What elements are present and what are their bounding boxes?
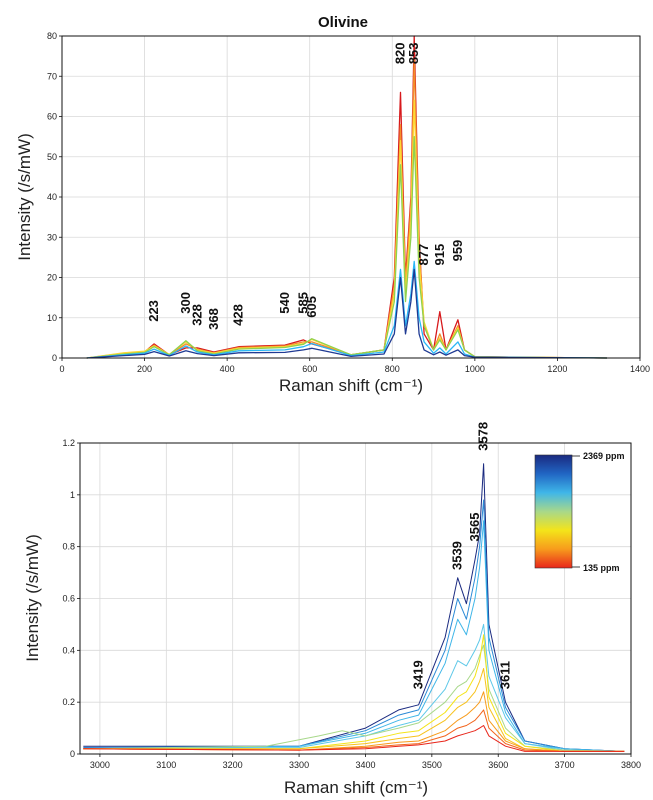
axis-ticks: 0 200 400 600 800 1000 1200 1400 0 10 20 30 40 50 60 70… — [47, 31, 650, 374]
spectrum-series-line — [86, 268, 608, 359]
y-tick-label: 0.2 — [62, 697, 75, 707]
axis-ticks: 3000 3100 3200 3300 3400 3500 3600 3700 3800 0 0.2… — [62, 438, 641, 770]
spectrum-series-line — [83, 644, 625, 752]
peak-label: 368 — [206, 308, 221, 330]
y-tick-label: 0.6 — [62, 594, 75, 604]
peak-label: 959 — [450, 240, 465, 262]
y-tick-label: 50 — [47, 152, 57, 162]
spectrum-series-line — [83, 634, 625, 752]
x-tick-label: 200 — [137, 364, 152, 374]
spectrum-series-line — [83, 499, 625, 752]
y-tick-label: 40 — [47, 192, 57, 202]
y-axis-label: Intensity (/s/mW) — [23, 534, 42, 662]
x-tick-label: 600 — [302, 364, 317, 374]
olivine-spectrum-panel: Olivine 0 200 400 600 800 1000 1200 1400 0 10 20 30… — [0, 0, 653, 395]
oh-spectrum-panel: 3000 3100 3200 3300 3400 3500 3600 3700 3800 0 0.2… — [23, 422, 641, 797]
y-tick-label: 60 — [47, 112, 57, 122]
spectrum-series-line — [83, 725, 625, 752]
x-tick-label: 1200 — [547, 364, 567, 374]
x-tick-label: 3200 — [223, 760, 243, 770]
spectrum-series-line — [86, 135, 608, 359]
peak-label: 328 — [189, 304, 204, 326]
chart-title: Olivine — [318, 14, 368, 31]
x-tick-label: 3400 — [355, 760, 375, 770]
peak-label: 605 — [304, 296, 319, 318]
peak-label: 3611 — [498, 661, 513, 689]
spectrum-series-line — [83, 691, 625, 752]
y-tick-label: 80 — [47, 31, 57, 41]
y-tick-label: 0.8 — [62, 542, 75, 552]
y-tick-label: 20 — [47, 273, 57, 283]
peak-label: 540 — [277, 292, 292, 314]
peak-label: 820 — [393, 42, 408, 64]
peak-label: 428 — [231, 304, 246, 326]
x-tick-label: 3100 — [156, 760, 176, 770]
peak-label: 3539 — [450, 541, 465, 570]
peak-label: 223 — [146, 300, 161, 322]
x-tick-label: 3500 — [422, 760, 442, 770]
spectrum-series-line — [83, 520, 625, 752]
x-tick-label: 1000 — [465, 364, 485, 374]
spectrum-series-line — [83, 463, 625, 752]
peak-label: 585 — [296, 292, 311, 314]
spectra-series — [86, 35, 608, 359]
colorbar-legend: 2369 ppm 135 ppm — [534, 451, 625, 573]
colorbar-top-label: 2369 ppm — [583, 451, 625, 461]
x-tick-label: 0 — [59, 364, 64, 374]
spectrum-series-line — [86, 260, 608, 359]
x-tick-label: 1400 — [630, 364, 650, 374]
y-tick-label: 1.2 — [62, 438, 75, 448]
colorbar-gradient — [534, 454, 573, 569]
peak-label: 3565 — [467, 513, 482, 542]
peak-label: 300 — [178, 292, 193, 314]
peak-label: 3419 — [411, 660, 426, 689]
x-axis-label: Raman shift (cm⁻¹) — [284, 778, 428, 797]
y-tick-label: 70 — [47, 71, 57, 81]
y-tick-label: 10 — [47, 313, 57, 323]
x-tick-label: 3000 — [90, 760, 110, 770]
x-tick-label: 3800 — [621, 760, 641, 770]
peak-label: 877 — [416, 244, 431, 266]
spectrum-series-line — [83, 668, 625, 752]
y-tick-label: 0.4 — [62, 645, 75, 655]
peak-label: 3578 — [476, 422, 491, 451]
peak-label: 915 — [432, 244, 447, 266]
y-tick-label: 0 — [52, 353, 57, 363]
y-tick-label: 0 — [70, 749, 75, 759]
y-tick-label: 30 — [47, 232, 57, 242]
x-tick-label: 400 — [220, 364, 235, 374]
colorbar-bottom-label: 135 ppm — [583, 563, 620, 573]
x-tick-label: 3700 — [555, 760, 575, 770]
spectrum-series-line — [86, 59, 608, 359]
x-tick-label: 3300 — [289, 760, 309, 770]
x-tick-label: 3600 — [488, 760, 508, 770]
y-axis-label: Intensity (/s/mW) — [15, 133, 34, 261]
spectrum-series-line — [83, 709, 625, 752]
x-axis-label: Raman shift (cm⁻¹) — [279, 376, 423, 395]
y-tick-label: 1 — [70, 490, 75, 500]
spectra-series — [83, 463, 625, 752]
peak-label: 853 — [406, 42, 421, 64]
x-tick-label: 800 — [385, 364, 400, 374]
spectrum-series-line — [83, 623, 625, 752]
